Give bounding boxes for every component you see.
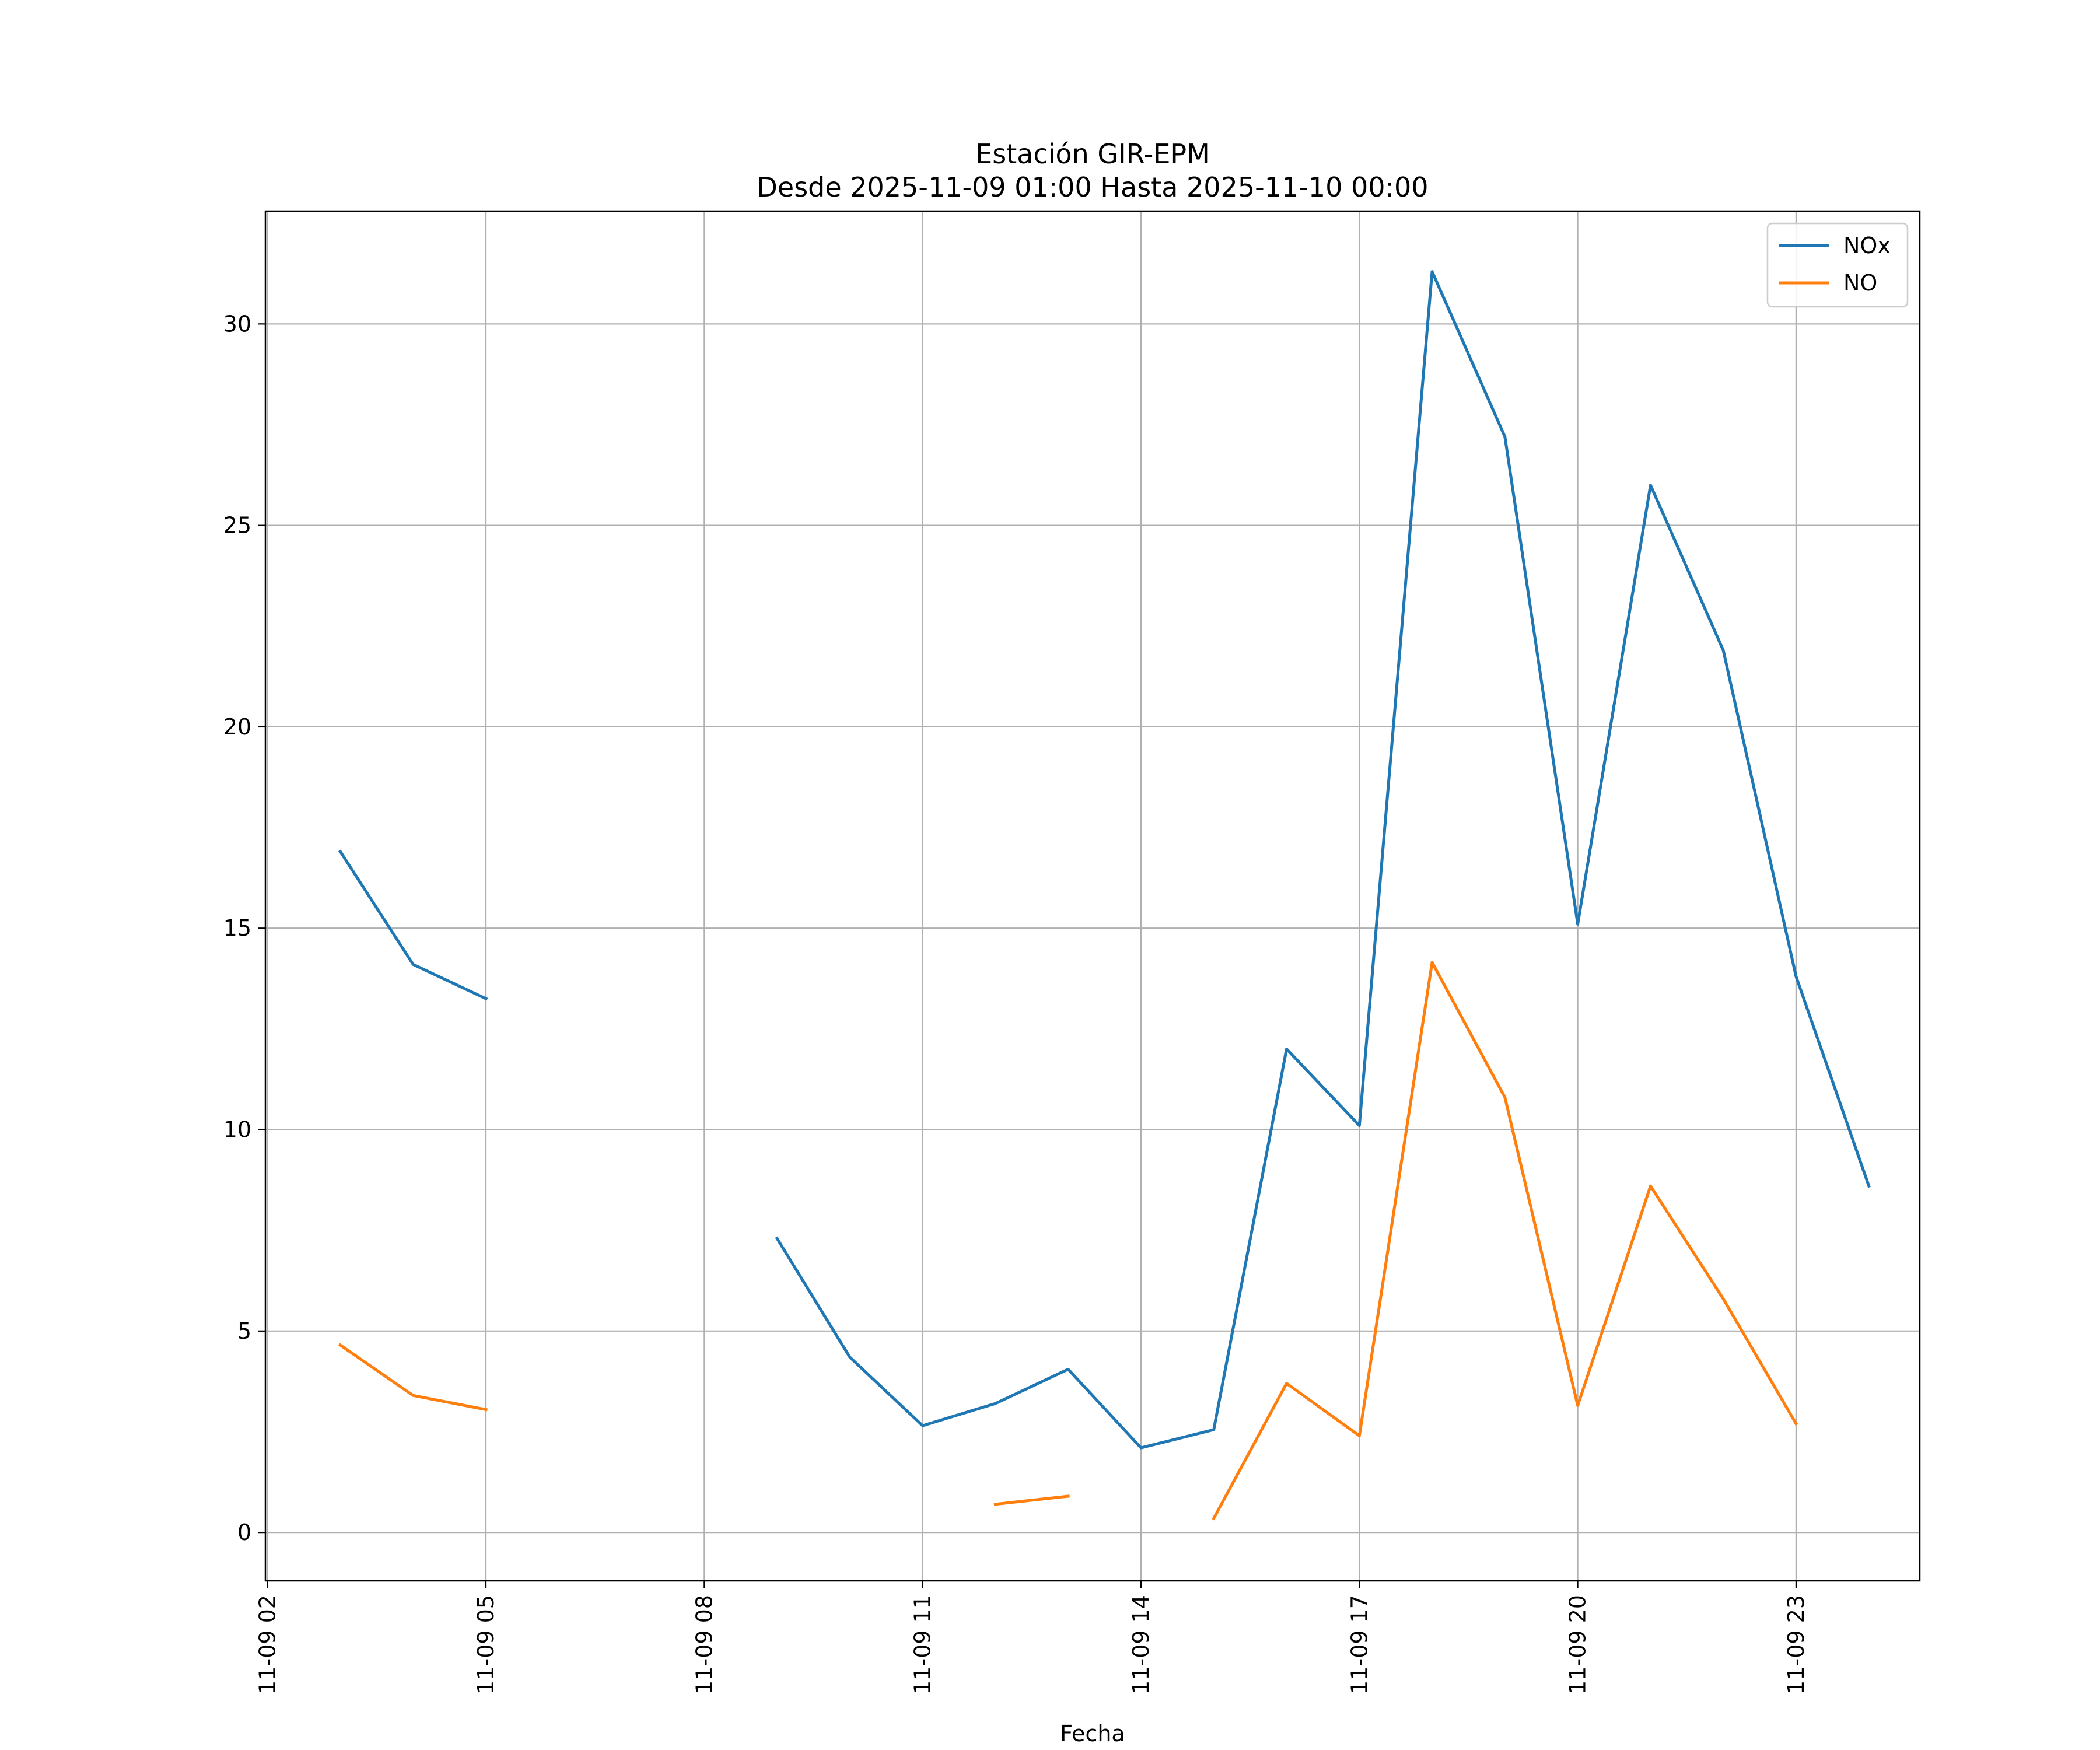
y-tick-label: 20 (223, 714, 251, 740)
x-tick-label: 11-09 23 (1783, 1595, 1809, 1695)
chart-title: Estación GIR-EPM (975, 138, 1210, 170)
legend-label-nox: NOx (1843, 233, 1891, 258)
x-tick-label: 11-09 17 (1346, 1595, 1372, 1695)
x-axis-label: Fecha (1060, 1721, 1125, 1746)
chart-subtitle: Desde 2025-11-09 01:00 Hasta 2025-11-10 … (757, 172, 1428, 203)
series-line-no (993, 1494, 1070, 1506)
legend: NOx NO (1766, 222, 1909, 308)
grid (265, 211, 1920, 1581)
x-tick-label: 11-09 20 (1565, 1595, 1591, 1695)
ticks: 11-09 02 11-09 05 11-09 08 11-09 11 11-09 14… (223, 311, 1809, 1694)
plot-frame (264, 210, 1921, 1582)
x-tick-label: 11-09 08 (691, 1595, 717, 1695)
series-layer (338, 270, 1871, 1521)
series-line-nox (338, 849, 488, 1001)
x-tick-label: 11-09 05 (473, 1595, 499, 1695)
y-tick-label: 0 (237, 1520, 251, 1545)
x-tick-label: 11-09 11 (910, 1595, 936, 1695)
y-tick-label: 30 (223, 311, 251, 337)
plot-area (265, 211, 1920, 1581)
y-tick-label: 10 (223, 1117, 251, 1143)
y-tick-label: 15 (223, 915, 251, 941)
series-line-no (1212, 961, 1798, 1521)
series-line-nox (775, 270, 1871, 1450)
legend-label-no: NO (1843, 270, 1877, 296)
series-line-no (338, 1343, 488, 1412)
y-tick-label: 25 (223, 513, 251, 538)
x-tick-label: 11-09 02 (255, 1595, 281, 1695)
x-tick-label: 11-09 14 (1128, 1595, 1154, 1695)
y-tick-label: 5 (237, 1318, 251, 1344)
